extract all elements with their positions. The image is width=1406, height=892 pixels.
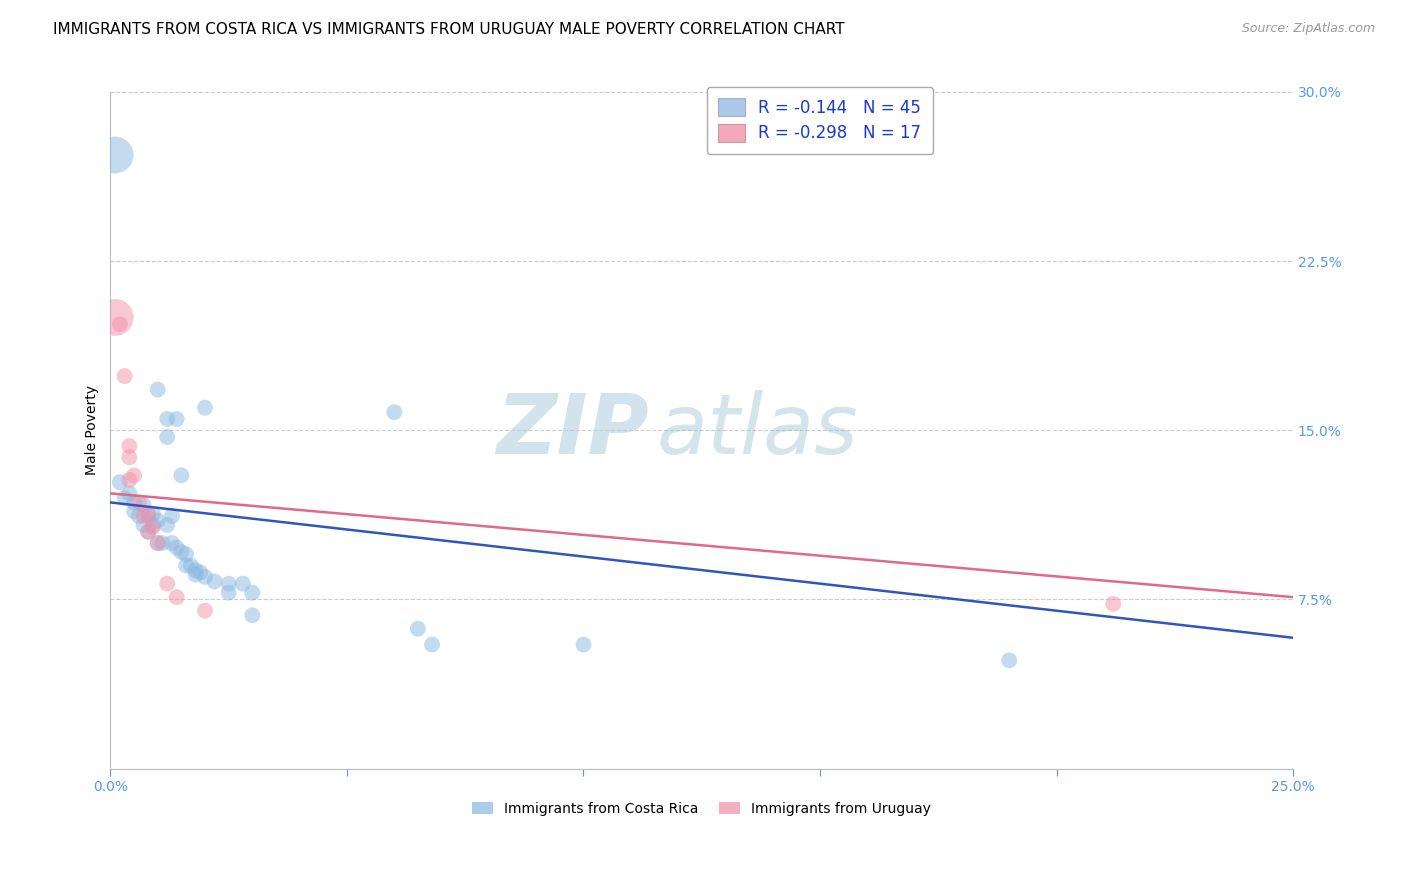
Point	[170, 468, 193, 483]
Point	[128, 508, 150, 523]
Point	[170, 545, 193, 559]
Point	[174, 558, 197, 573]
Point	[114, 491, 136, 505]
Point	[166, 412, 188, 426]
Point	[136, 524, 159, 539]
Point	[240, 585, 263, 599]
Text: Source: ZipAtlas.com: Source: ZipAtlas.com	[1241, 22, 1375, 36]
Legend: Immigrants from Costa Rica, Immigrants from Uruguay: Immigrants from Costa Rica, Immigrants f…	[465, 795, 938, 822]
Point	[146, 536, 169, 550]
Point	[146, 513, 169, 527]
Point	[232, 576, 254, 591]
Point	[118, 473, 141, 487]
Point	[142, 507, 165, 521]
Point	[218, 585, 240, 599]
Point	[132, 518, 155, 533]
Point	[160, 508, 183, 523]
Point	[420, 638, 443, 652]
Point	[104, 148, 127, 162]
Point	[136, 508, 159, 523]
Point	[1102, 597, 1125, 611]
Point	[180, 558, 202, 573]
Point	[188, 566, 211, 580]
Point	[142, 518, 165, 533]
Point	[132, 508, 155, 523]
Point	[146, 383, 169, 397]
Point	[118, 439, 141, 453]
Point	[194, 570, 217, 584]
Point	[406, 622, 429, 636]
Point	[114, 369, 136, 384]
Point	[122, 504, 145, 518]
Point	[108, 317, 131, 331]
Point	[156, 412, 179, 426]
Point	[146, 536, 169, 550]
Point	[166, 541, 188, 555]
Point	[572, 638, 595, 652]
Point	[142, 520, 165, 534]
Point	[118, 486, 141, 500]
Point	[108, 475, 131, 489]
Point	[152, 536, 174, 550]
Text: ZIP: ZIP	[496, 390, 648, 471]
Point	[174, 547, 197, 561]
Point	[128, 495, 150, 509]
Point	[194, 604, 217, 618]
Point	[998, 653, 1021, 667]
Point	[156, 576, 179, 591]
Point	[156, 430, 179, 444]
Point	[184, 567, 207, 582]
Point	[240, 608, 263, 623]
Point	[136, 507, 159, 521]
Point	[194, 401, 217, 415]
Point	[166, 590, 188, 604]
Point	[122, 495, 145, 509]
Point	[118, 450, 141, 465]
Point	[122, 468, 145, 483]
Point	[218, 576, 240, 591]
Point	[136, 524, 159, 539]
Y-axis label: Male Poverty: Male Poverty	[86, 385, 100, 475]
Point	[184, 563, 207, 577]
Point	[132, 498, 155, 512]
Point	[156, 518, 179, 533]
Point	[204, 574, 226, 589]
Point	[104, 310, 127, 325]
Point	[160, 536, 183, 550]
Point	[382, 405, 405, 419]
Text: atlas: atlas	[657, 390, 859, 471]
Text: IMMIGRANTS FROM COSTA RICA VS IMMIGRANTS FROM URUGUAY MALE POVERTY CORRELATION C: IMMIGRANTS FROM COSTA RICA VS IMMIGRANTS…	[53, 22, 845, 37]
